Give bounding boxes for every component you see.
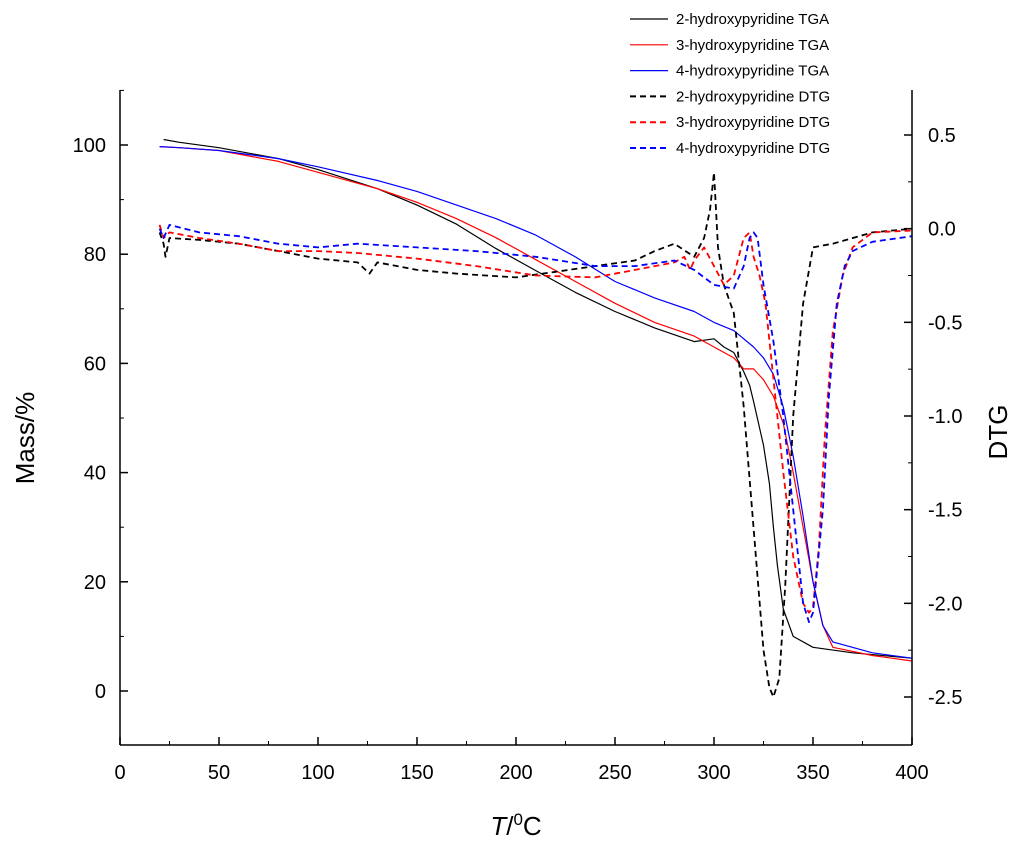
y2-tick-label: -2.5 xyxy=(928,687,962,709)
x-tick-label: 400 xyxy=(895,762,928,784)
x-tick-label: 0 xyxy=(114,762,125,784)
x-tick-label: 150 xyxy=(400,762,433,784)
y2-tick-label: -2.0 xyxy=(928,593,962,615)
legend-label-1: 2-hydroxypyridine TGA xyxy=(676,11,829,28)
y-ticks: 0 20 40 60 80 100 xyxy=(73,89,128,703)
y-tick-label: 80 xyxy=(84,244,106,266)
y2-tick-label: 0.5 xyxy=(928,125,956,147)
series-line-4 xyxy=(158,171,913,698)
legend-label-5: 3-hydroxypyridine DTG xyxy=(676,114,830,131)
x-tick-label: 100 xyxy=(301,762,334,784)
x-axis-title-symbol: T xyxy=(490,811,508,841)
y-tick-label: 0 xyxy=(95,681,106,703)
y2-tick-label: -0.5 xyxy=(928,312,962,334)
x-axis-title-sup: 0 xyxy=(513,810,522,829)
legend-label-4: 2-hydroxypyridine DTG xyxy=(676,88,830,105)
series-line-1 xyxy=(163,138,913,659)
x-ticks: 0 50 100 150 200 250 300 350 400 xyxy=(114,737,929,784)
y2-tick-label: -1.5 xyxy=(928,500,962,522)
y-tick-label: 40 xyxy=(84,463,106,485)
y-tick-label: 60 xyxy=(84,353,106,375)
legend-label-6: 4-hydroxypyridine DTG xyxy=(676,140,830,157)
x-tick-label: 200 xyxy=(499,762,532,784)
y2-ticks: 0.5 0.0 -0.5 -1.0 -1.5 -2.0 -2.5 xyxy=(904,125,962,709)
legend: 2-hydroxypyridine TGA 3-hydroxypyridine T… xyxy=(630,11,830,157)
y-axis-title: Mass/% xyxy=(10,392,40,484)
x-axis-title-sep: / xyxy=(506,811,514,841)
y-tick-label: 20 xyxy=(84,572,106,594)
series-line-3 xyxy=(159,146,913,659)
y2-axis-title: DTG xyxy=(983,405,1013,460)
x-axis-title: T/0C xyxy=(490,810,541,841)
y-tick-label: 100 xyxy=(73,135,106,157)
series-layer xyxy=(158,138,913,698)
x-tick-label: 50 xyxy=(208,762,230,784)
x-tick-label: 250 xyxy=(598,762,631,784)
x-axis-title-unit: C xyxy=(523,811,542,841)
series-line-6 xyxy=(158,223,913,623)
y2-tick-label: -1.0 xyxy=(928,406,962,428)
x-tick-label: 350 xyxy=(796,762,829,784)
legend-label-3: 4-hydroxypyridine TGA xyxy=(676,63,829,80)
legend-label-2: 3-hydroxypyridine TGA xyxy=(676,37,829,54)
x-tick-label: 300 xyxy=(697,762,730,784)
y2-tick-label: 0.0 xyxy=(928,219,956,241)
series-line-2 xyxy=(159,146,913,662)
